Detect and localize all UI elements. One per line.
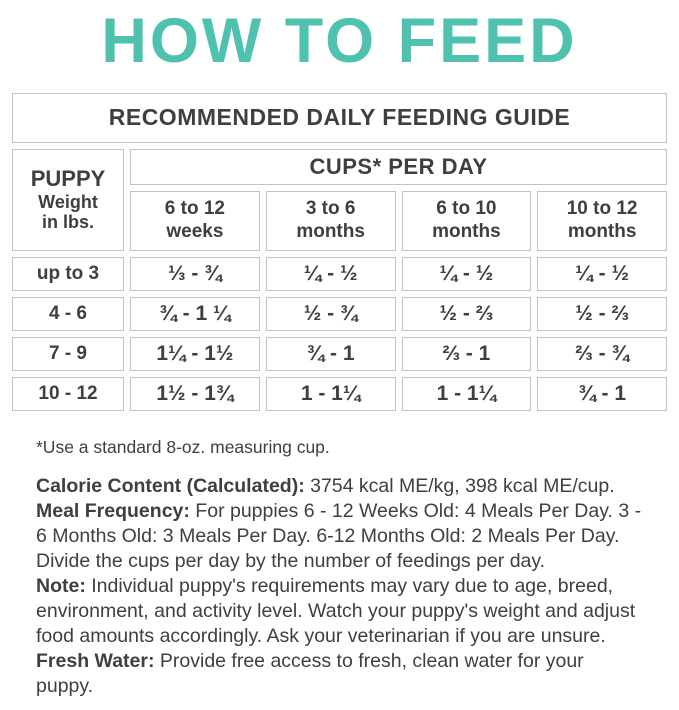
table-row: 4 - 6 ¾ - 1 ¼ ½ - ¾ ½ - ⅔ ½ - ⅔ (12, 296, 667, 331)
feeding-guide-table: RECOMMENDED DAILY FEEDING GUIDE PUPPY We… (6, 87, 673, 417)
value-cell: ¼ - ½ (265, 256, 396, 291)
calorie-content-paragraph: Calorie Content (Calculated): 3754 kcal … (36, 474, 645, 499)
measuring-cup-footnote: *Use a standard 8-oz. measuring cup. (36, 436, 330, 457)
value-cell: 1 - 1¼ (265, 376, 396, 411)
note-label: Note: (36, 574, 86, 597)
puppy-weight-header-line2: Weight (38, 191, 98, 212)
table-row: 10 - 12 1½ - 1¾ 1 - 1¼ 1 - 1¼ ¾ - 1 (12, 376, 667, 411)
calorie-content-text: 3754 kcal ME/kg, 398 kcal ME/cup. (304, 474, 615, 497)
page-title: HOW TO FEED (101, 6, 578, 76)
value-cell: 1¼ - 1½ (130, 336, 260, 371)
value-cell: ½ - ⅔ (537, 296, 667, 331)
table-title-row: RECOMMENDED DAILY FEEDING GUIDE (12, 92, 667, 143)
puppy-weight-header-line3: in lbs. (41, 212, 94, 233)
col-header-6-12-weeks: 6 to 12 weeks (130, 190, 260, 251)
value-cell: ¼ - ½ (537, 256, 667, 291)
table-row: up to 3 ⅓ - ¾ ¼ - ½ ¼ - ½ ¼ - ½ (12, 256, 667, 291)
row-label: up to 3 (12, 256, 124, 291)
fresh-water-label: Fresh Water: (36, 649, 155, 672)
value-cell: ¼ - ½ (401, 256, 532, 291)
fresh-water-text: Provide free access to fresh, clean wate… (36, 649, 584, 697)
col-header-6-10-months: 6 to 10 months (401, 190, 532, 251)
row-label: 10 - 12 (12, 376, 124, 411)
value-cell: 1 - 1¼ (401, 376, 532, 411)
table-title: RECOMMENDED DAILY FEEDING GUIDE (12, 92, 667, 143)
note-text: Individual puppy's requirements may vary… (36, 574, 636, 647)
cups-per-day-header: CUPS* PER DAY (130, 148, 667, 185)
value-cell: 1½ - 1¾ (130, 376, 260, 411)
table-row: 7 - 9 1¼ - 1½ ¾ - 1 ⅔ - 1 ⅔ - ¾ (12, 336, 667, 371)
fresh-water-paragraph: Fresh Water: Provide free access to fres… (36, 649, 645, 699)
value-cell: ½ - ¾ (265, 296, 396, 331)
row-label: 7 - 9 (12, 336, 124, 371)
value-cell: ¾ - 1 (265, 336, 396, 371)
value-cell: ⅔ - 1 (401, 336, 532, 371)
value-cell: ¾ - 1 ¼ (130, 296, 260, 331)
note-paragraph: Note: Individual puppy's requirements ma… (36, 574, 645, 649)
puppy-weight-header: PUPPY Weight in lbs. (12, 148, 124, 251)
col-header-10-12-months: 10 to 12 months (537, 190, 667, 251)
meal-frequency-label: Meal Frequency: (36, 499, 190, 522)
feeding-info-block: Calorie Content (Calculated): 3754 kcal … (36, 474, 645, 699)
value-cell: ⅓ - ¾ (130, 256, 260, 291)
column-header-row: 6 to 12 weeks 3 to 6 months 6 to 10 mont… (12, 190, 667, 251)
puppy-weight-header-line1: PUPPY (30, 166, 106, 192)
value-cell: ⅔ - ¾ (537, 336, 667, 371)
meal-frequency-paragraph: Meal Frequency: For puppies 6 - 12 Weeks… (36, 499, 645, 574)
col-header-3-6-months: 3 to 6 months (265, 190, 396, 251)
calorie-content-label: Calorie Content (Calculated): (36, 474, 305, 497)
value-cell: ¾ - 1 (537, 376, 667, 411)
value-cell: ½ - ⅔ (401, 296, 532, 331)
group-header-row: PUPPY Weight in lbs. CUPS* PER DAY (12, 148, 667, 251)
meal-frequency-text: For puppies 6 - 12 Weeks Old: 4 Meals Pe… (36, 499, 642, 572)
row-label: 4 - 6 (12, 296, 124, 331)
